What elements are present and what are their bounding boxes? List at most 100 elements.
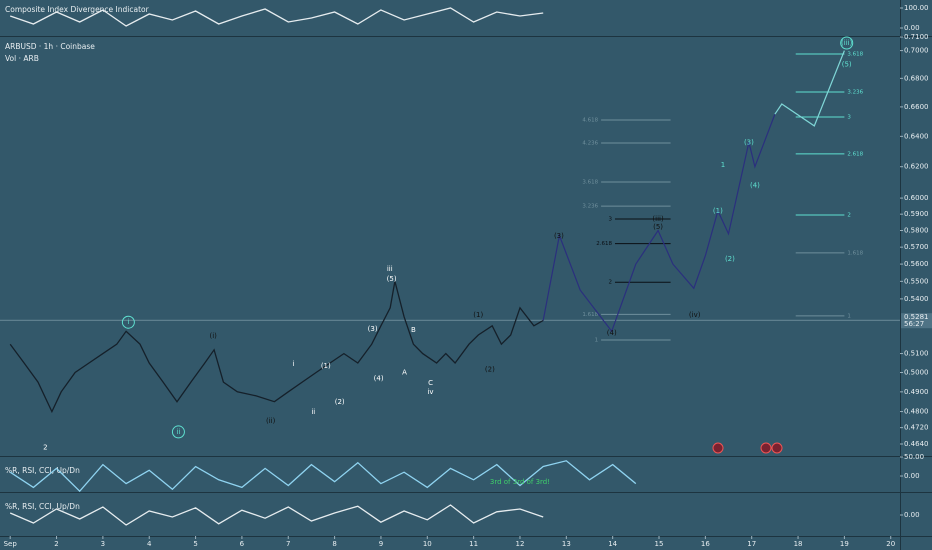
- fib-level-label: 4.236: [582, 140, 598, 146]
- event-icon[interactable]: [771, 442, 783, 454]
- x-tick-label: 19: [840, 540, 849, 548]
- wave-label: B: [411, 326, 416, 334]
- y-tick-label: 0.6800: [904, 74, 929, 82]
- y-tick-label: 0.00: [904, 511, 920, 519]
- x-tick-label: 8: [332, 540, 336, 548]
- y-tick-label: 0.5100: [904, 350, 929, 358]
- pane-title: %R, RSI, CCI, Up/Dn: [5, 466, 80, 475]
- annotation-circle: [171, 425, 185, 439]
- y-tick-label: 0.5900: [904, 210, 929, 218]
- y-tick-label: 0.6200: [904, 163, 929, 171]
- wave-label: (4): [374, 374, 384, 382]
- x-tick-label: 7: [286, 540, 290, 548]
- fib-level-label: 1: [595, 337, 599, 343]
- y-tick-label: 0.5500: [904, 277, 929, 285]
- fib-level-label: 3.618: [847, 52, 863, 58]
- wave-label: (5): [842, 60, 852, 68]
- wave-label: iii: [387, 265, 393, 273]
- wave-label: (2): [485, 366, 495, 374]
- x-tick-label: 3: [101, 540, 105, 548]
- wave-label: (4): [607, 329, 617, 337]
- wave-label: (iii): [652, 215, 664, 223]
- annotation-circle: [121, 315, 135, 329]
- fib-level-label: 3.618: [582, 179, 598, 185]
- x-tick-label: 5: [193, 540, 197, 548]
- y-tick-label: 0.5400: [904, 295, 929, 303]
- last-price-box: [901, 313, 932, 329]
- fib-level-label: 1.618: [582, 312, 598, 318]
- y-tick-label: 0.4900: [904, 388, 929, 396]
- wave-label: (3): [744, 138, 754, 146]
- series-line: [9, 460, 637, 493]
- wave-label: (1): [321, 362, 331, 370]
- y-tick-label: 0.6400: [904, 132, 929, 140]
- countdown-label: 56:27: [904, 320, 924, 328]
- series-line: [9, 504, 544, 526]
- pane-title: Composite Index Divergence Indicator: [5, 5, 150, 14]
- x-tick-label: 16: [701, 540, 710, 548]
- pane-subtitle: Vol · ARB: [5, 54, 39, 63]
- y-tick-label: 0.5800: [904, 227, 929, 235]
- x-tick-label: 17: [747, 540, 756, 548]
- y-tick-label: 0.6600: [904, 103, 929, 111]
- pane-title: %R, RSI, CCI, Up/Dn: [5, 502, 80, 511]
- x-tick-label: 14: [608, 540, 617, 548]
- y-tick-label: 0.4800: [904, 408, 929, 416]
- fib-level-label: 2.618: [847, 151, 863, 157]
- x-tick-label: 4: [147, 540, 152, 548]
- y-tick-label: 0.5700: [904, 243, 929, 251]
- fib-level-label: 4.618: [582, 118, 598, 124]
- wave-label: ii: [176, 428, 180, 436]
- fib-level-label: 2.618: [596, 241, 612, 247]
- wave-label: 2: [43, 443, 47, 451]
- annotation-circle: [840, 36, 854, 50]
- fib-level-label: 3.236: [582, 204, 598, 210]
- fib-level-label: 2: [847, 212, 851, 218]
- event-icon[interactable]: [712, 442, 724, 454]
- wave-label: C: [428, 379, 433, 387]
- wave-label: ii: [311, 408, 315, 416]
- series-line: [542, 113, 776, 333]
- wave-label: A: [402, 369, 407, 377]
- y-tick-label: 0.00: [904, 24, 920, 32]
- wave-label: iv: [427, 388, 433, 396]
- wave-label: 1: [721, 161, 725, 169]
- fib-level-label: 1.618: [847, 250, 863, 256]
- wave-label: i: [127, 318, 129, 326]
- y-tick-label: 0.7000: [904, 47, 929, 55]
- x-tick-label: 6: [240, 540, 245, 548]
- fib-level-label: 3.236: [847, 89, 863, 95]
- wave-label: (2): [335, 398, 345, 406]
- x-tick-label: 9: [379, 540, 383, 548]
- wave-label: (4): [750, 181, 760, 189]
- event-icon[interactable]: [760, 442, 772, 454]
- x-tick-label: 2: [54, 540, 58, 548]
- y-tick-label: 0.5000: [904, 369, 929, 377]
- y-tick-label: 50.00: [904, 453, 924, 461]
- last-price-label: 0.5281: [904, 313, 929, 321]
- series-line: [9, 7, 544, 27]
- wave-label: (1): [473, 311, 483, 319]
- fib-level-label: 3: [608, 217, 612, 223]
- y-tick-label: 0.4640: [904, 440, 929, 448]
- y-tick-label: 0.6000: [904, 194, 929, 202]
- wave-label: (i): [209, 332, 217, 340]
- wave-label: (2): [725, 255, 735, 263]
- fib-level-label: 1: [847, 313, 851, 319]
- wave-label: (3): [554, 232, 564, 240]
- series-line: [774, 50, 845, 127]
- wave-label: 3rd of 3rd of 3rd!: [490, 478, 550, 486]
- x-tick-label: 20: [886, 540, 895, 548]
- fib-level-label: 2: [608, 280, 612, 286]
- wave-label: i: [292, 360, 294, 368]
- x-tick-label: 18: [794, 540, 803, 548]
- y-tick-label: 100.00: [904, 4, 929, 12]
- wave-label: (3): [368, 325, 378, 333]
- x-tick-label: 10: [423, 540, 432, 548]
- x-tick-label: 11: [469, 540, 478, 548]
- y-tick-label: 0.00: [904, 472, 920, 480]
- y-tick-label: 0.4720: [904, 424, 929, 432]
